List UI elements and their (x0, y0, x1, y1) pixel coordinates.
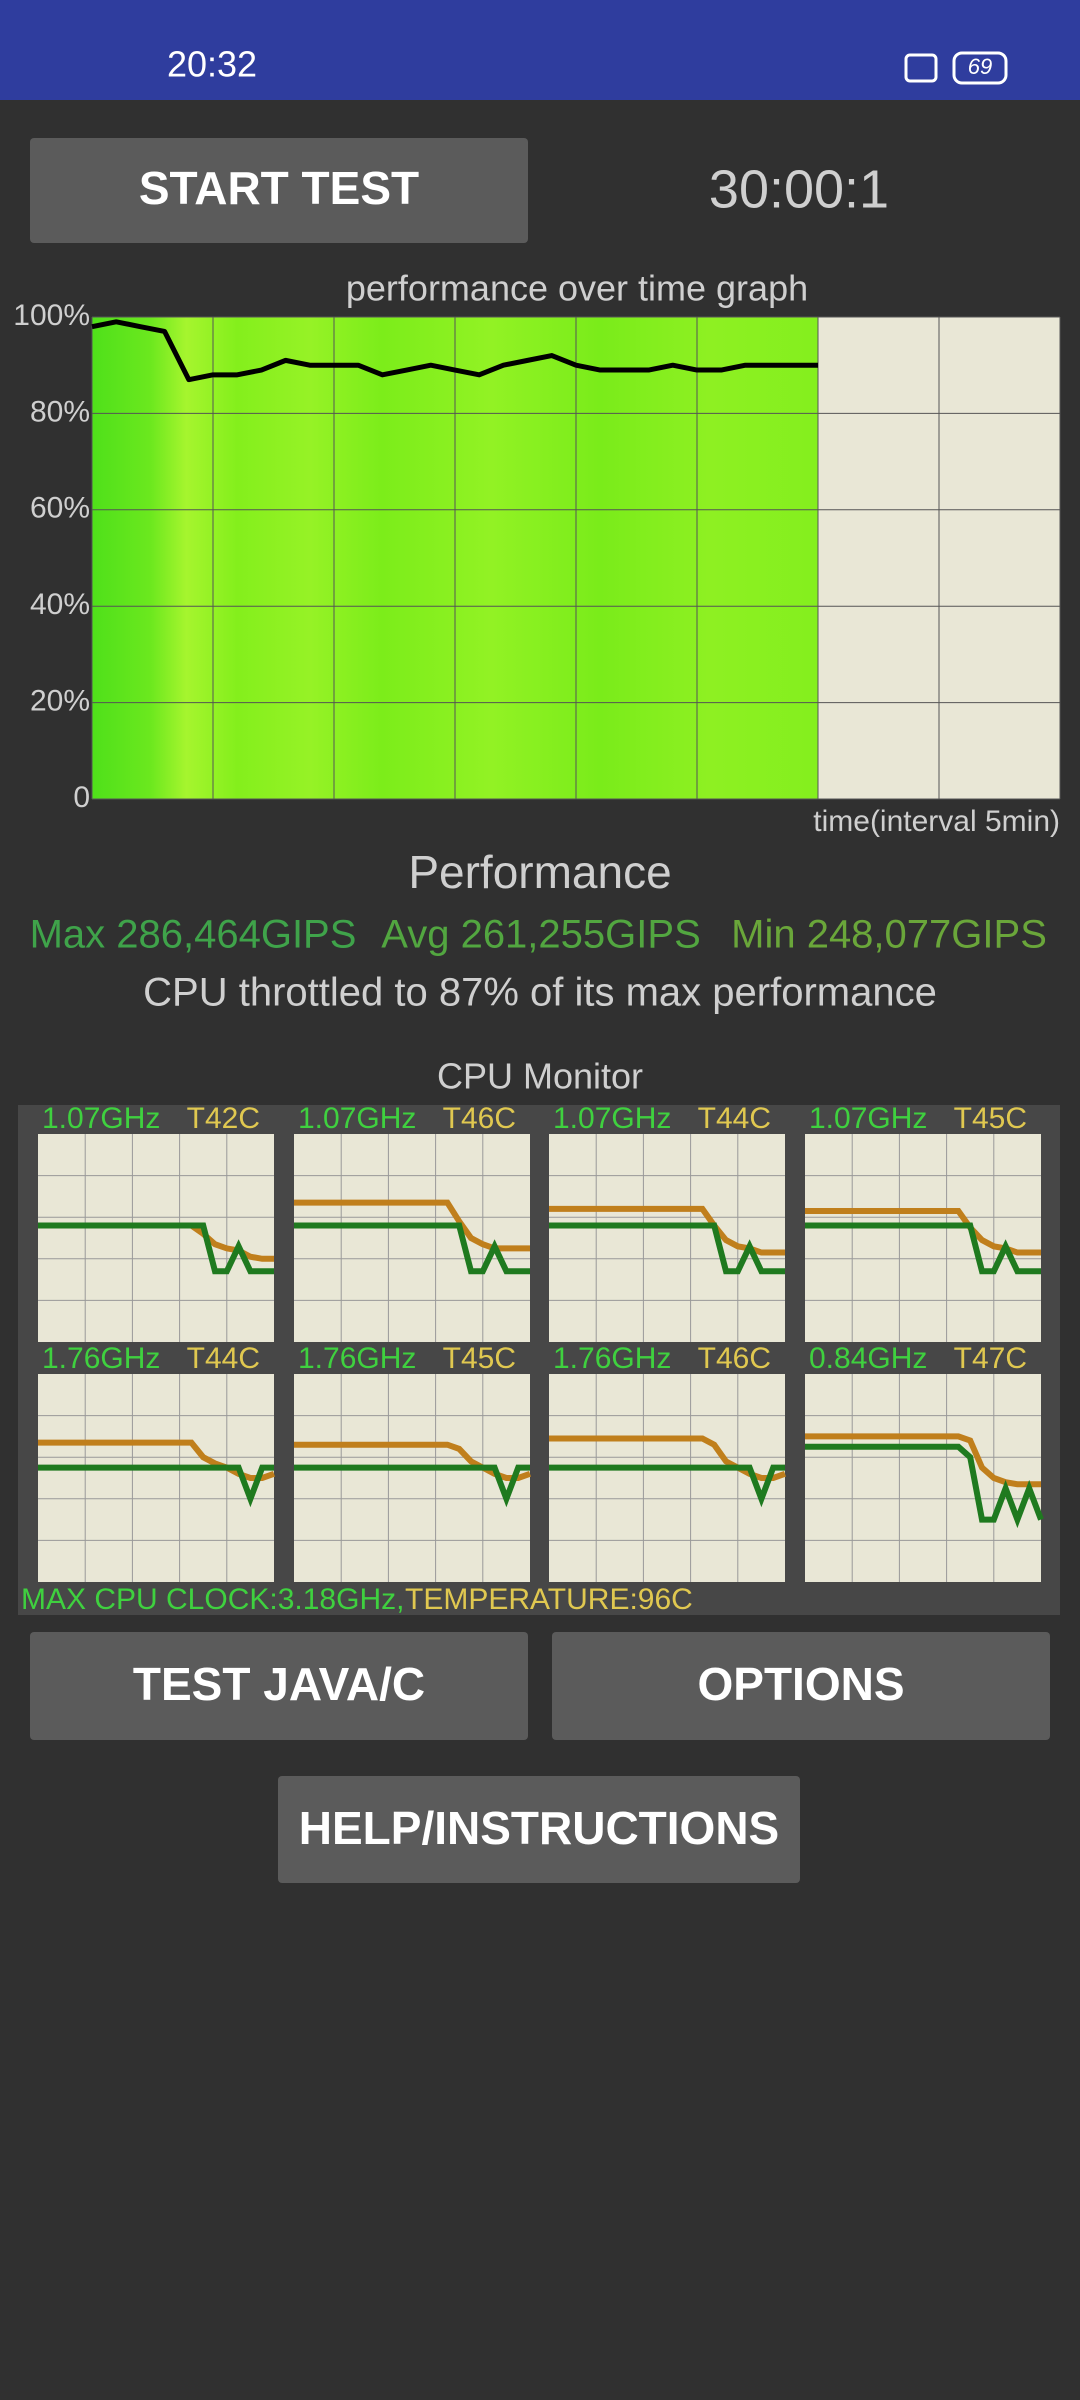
battery-icon (952, 51, 1008, 85)
core-temp: T46C (698, 1342, 771, 1375)
min-performance: Min 248,077GIPS (731, 913, 1047, 957)
core-temp: T47C (954, 1342, 1027, 1375)
performance-heading: Performance (408, 846, 671, 898)
throttle-text: CPU throttled to 87% of its max performa… (143, 971, 937, 1015)
core-graph-bg (805, 1374, 1041, 1582)
core-clock: 1.07GHz (298, 1102, 416, 1135)
core-clock-line (549, 1222, 785, 1275)
y-tick-label: 100% (13, 299, 90, 332)
core-clock: 1.07GHz (553, 1102, 671, 1135)
y-tick-label: 0 (73, 781, 90, 814)
cpu-monitor: 1.07GHz T42C 1.07GHz T46C 1.07GHz T44C 1.07GHz… (38, 1102, 1044, 1582)
core-clock-line (38, 1222, 274, 1275)
core-graph-bg (294, 1374, 530, 1582)
battery-level: 69 (968, 54, 992, 79)
max-performance: Max 286,464GIPS (30, 913, 357, 957)
y-tick-label: 40% (30, 588, 90, 621)
core-temp-line (805, 1433, 1041, 1488)
status-bar (0, 0, 1080, 100)
core-temp: T44C (698, 1102, 771, 1135)
core-temp-line (549, 1435, 786, 1481)
core-clock: 1.07GHz (42, 1102, 160, 1135)
core-temp: T42C (187, 1102, 260, 1135)
help-button[interactable] (278, 1776, 800, 1883)
performance-line (91, 319, 818, 383)
max-temperature: TEMPERATURE:96C (405, 1583, 693, 1616)
performance-chart: performance over time graph time(interva… (13, 268, 1061, 838)
y-tick-label: 20% (30, 685, 90, 718)
clock: 20:32 (167, 44, 257, 85)
core-clock-line (805, 1443, 1044, 1529)
test-button-label: TEST JAVA/C (133, 1658, 425, 1710)
core-temp-line (294, 1441, 531, 1481)
core-graph-bg (549, 1134, 785, 1342)
y-tick-label: 80% (30, 395, 90, 428)
core-temp-line (38, 1439, 275, 1481)
core-temp: T46C (443, 1102, 516, 1135)
test-button[interactable] (30, 1632, 528, 1740)
core-clock: 0.84GHz (809, 1342, 927, 1375)
start-button-label: START TEST (139, 162, 419, 214)
core-graph-bg (805, 1134, 1041, 1342)
core-clock: 1.76GHz (42, 1342, 160, 1375)
notification-icon (904, 53, 938, 83)
core-temp: T45C (443, 1342, 516, 1375)
core-temp: T45C (954, 1102, 1027, 1135)
core-temp: T44C (187, 1342, 260, 1375)
y-tick-label: 60% (30, 492, 90, 525)
timer: 30:00:1 (709, 159, 889, 219)
options-button[interactable] (552, 1632, 1050, 1740)
options-button-label: OPTIONS (697, 1658, 904, 1710)
chart-title: performance over time graph (346, 268, 808, 309)
core-graph-bg (549, 1374, 785, 1582)
x-axis-label: time(interval 5min) (813, 805, 1060, 838)
core-clock-line (805, 1222, 1041, 1275)
core-clock-line (294, 1464, 530, 1508)
core-clock: 1.07GHz (809, 1102, 927, 1135)
core-graph-bg (294, 1134, 530, 1342)
core-clock: 1.76GHz (298, 1342, 416, 1375)
start-button[interactable] (30, 138, 528, 243)
core-clock-line (294, 1222, 530, 1275)
avg-performance: Avg 261,255GIPS (381, 913, 701, 957)
core-temp-line (294, 1199, 530, 1252)
max-cpu-clock: MAX CPU CLOCK:3.18GHz, (21, 1583, 404, 1616)
core-graph-bg (38, 1134, 274, 1342)
help-button-label: HELP/INSTRUCTIONS (299, 1802, 779, 1854)
core-graph-bg (38, 1374, 274, 1582)
core-clock-line (38, 1464, 274, 1508)
cpu-monitor-title: CPU Monitor (437, 1056, 643, 1097)
core-clock-line (549, 1464, 785, 1508)
core-clock: 1.76GHz (553, 1342, 671, 1375)
